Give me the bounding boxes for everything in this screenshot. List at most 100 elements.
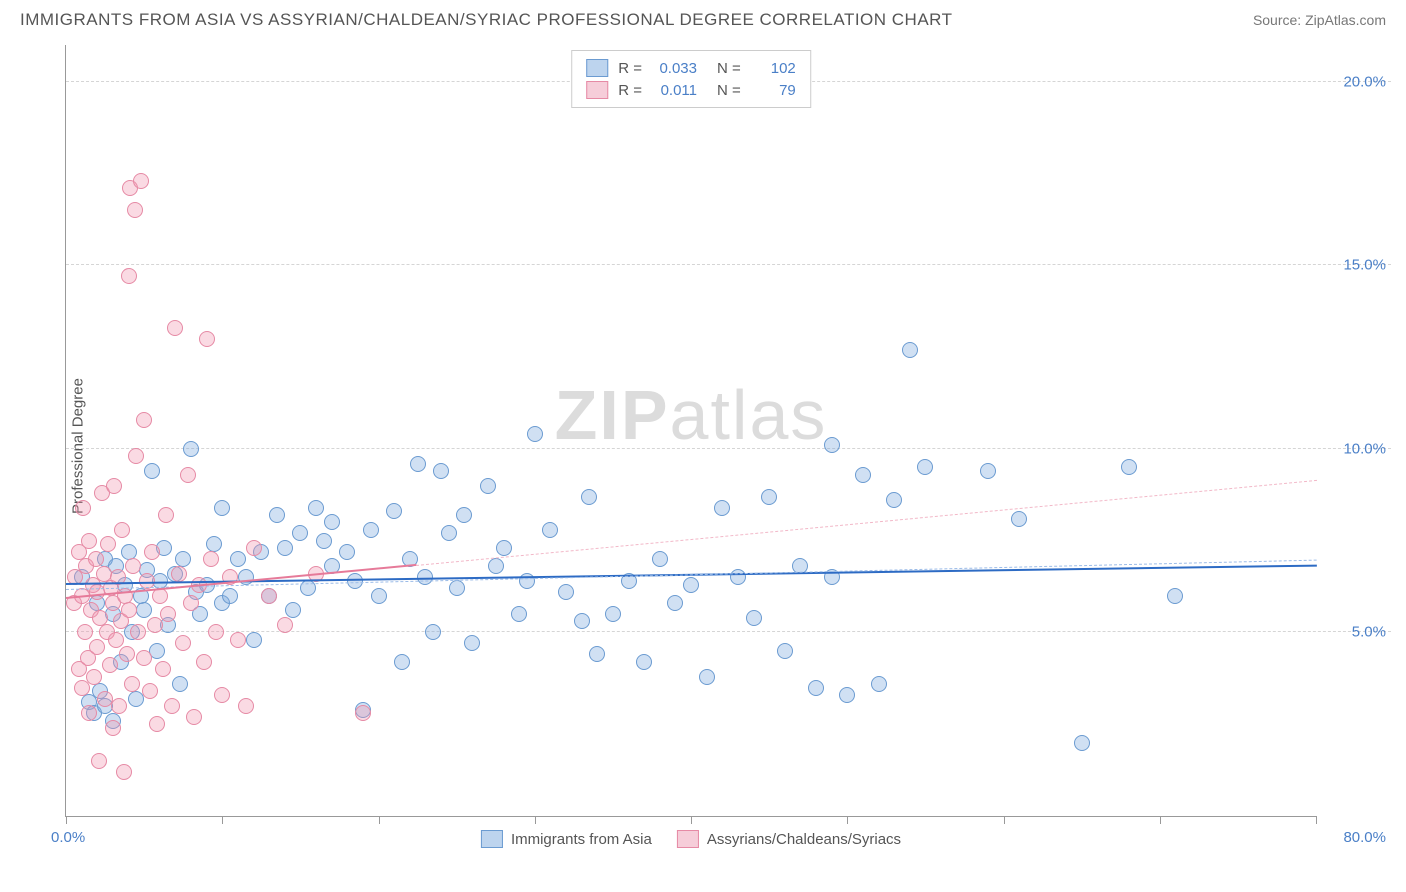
legend-series-label: Assyrians/Chaldeans/Syriacs (707, 831, 901, 848)
data-point (92, 610, 108, 626)
data-point (425, 624, 441, 640)
data-point (196, 654, 212, 670)
legend-series-item: Assyrians/Chaldeans/Syriacs (677, 830, 901, 848)
x-tick (379, 816, 380, 824)
data-point (119, 646, 135, 662)
data-point (155, 661, 171, 677)
data-point (130, 624, 146, 640)
data-point (292, 525, 308, 541)
data-point (125, 558, 141, 574)
data-point (683, 577, 699, 593)
data-point (89, 639, 105, 655)
data-point (75, 500, 91, 516)
legend-swatch (481, 830, 503, 848)
data-point (488, 558, 504, 574)
data-point (238, 698, 254, 714)
legend-series-item: Immigrants from Asia (481, 830, 652, 848)
data-point (91, 753, 107, 769)
data-point (456, 507, 472, 523)
data-point (339, 544, 355, 560)
legend-n-label: N = (717, 60, 741, 77)
x-axis-max-label: 80.0% (1343, 829, 1386, 846)
data-point (175, 551, 191, 567)
data-point (160, 606, 176, 622)
data-point (121, 544, 137, 560)
grid-line (66, 264, 1391, 265)
data-point (839, 687, 855, 703)
data-point (167, 320, 183, 336)
legend-series: Immigrants from Asia Assyrians/Chaldeans/… (481, 830, 901, 848)
legend-series-label: Immigrants from Asia (511, 831, 652, 848)
data-point (206, 536, 222, 552)
data-point (746, 610, 762, 626)
data-point (1074, 735, 1090, 751)
data-point (496, 540, 512, 556)
data-point (433, 463, 449, 479)
data-point (136, 650, 152, 666)
x-axis-min-label: 0.0% (51, 829, 85, 846)
data-point (116, 764, 132, 780)
data-point (128, 448, 144, 464)
y-tick-label: 15.0% (1343, 257, 1386, 274)
data-point (172, 676, 188, 692)
legend-n-label: N = (717, 82, 741, 99)
data-point (699, 669, 715, 685)
data-point (824, 437, 840, 453)
data-point (347, 573, 363, 589)
data-point (355, 705, 371, 721)
data-point (714, 500, 730, 516)
data-point (886, 492, 902, 508)
data-point (777, 643, 793, 659)
data-point (186, 709, 202, 725)
data-point (308, 500, 324, 516)
data-point (164, 698, 180, 714)
legend-n-value: 79 (751, 82, 796, 99)
data-point (371, 588, 387, 604)
data-point (199, 331, 215, 347)
data-point (558, 584, 574, 600)
data-point (183, 595, 199, 611)
data-point (581, 489, 597, 505)
data-point (88, 551, 104, 567)
data-point (127, 202, 143, 218)
data-point (527, 426, 543, 442)
data-point (144, 463, 160, 479)
x-tick (847, 816, 848, 824)
y-tick-label: 10.0% (1343, 440, 1386, 457)
data-point (230, 632, 246, 648)
data-point (1167, 588, 1183, 604)
data-point (214, 687, 230, 703)
watermark: ZIPatlas (555, 375, 828, 455)
data-point (208, 624, 224, 640)
data-point (102, 657, 118, 673)
data-point (855, 467, 871, 483)
data-point (363, 522, 379, 538)
x-tick (1160, 816, 1161, 824)
x-tick (1316, 816, 1317, 824)
chart-container: ZIPatlas R =0.033N =102R =0.011N =79 Imm… (45, 45, 1391, 867)
data-point (574, 613, 590, 629)
data-point (980, 463, 996, 479)
data-point (222, 588, 238, 604)
data-point (589, 646, 605, 662)
data-point (324, 514, 340, 530)
legend-stat-row: R =0.033N =102 (586, 57, 796, 79)
data-point (149, 716, 165, 732)
data-point (124, 676, 140, 692)
data-point (410, 456, 426, 472)
x-tick (1004, 816, 1005, 824)
data-point (386, 503, 402, 519)
data-point (183, 441, 199, 457)
data-point (542, 522, 558, 538)
data-point (144, 544, 160, 560)
data-point (449, 580, 465, 596)
x-tick (691, 816, 692, 824)
data-point (77, 624, 93, 640)
data-point (121, 602, 137, 618)
legend-swatch (586, 59, 608, 77)
data-point (230, 551, 246, 567)
data-point (808, 680, 824, 696)
chart-title: IMMIGRANTS FROM ASIA VS ASSYRIAN/CHALDEA… (20, 10, 953, 30)
data-point (636, 654, 652, 670)
legend-r-label: R = (618, 60, 642, 77)
